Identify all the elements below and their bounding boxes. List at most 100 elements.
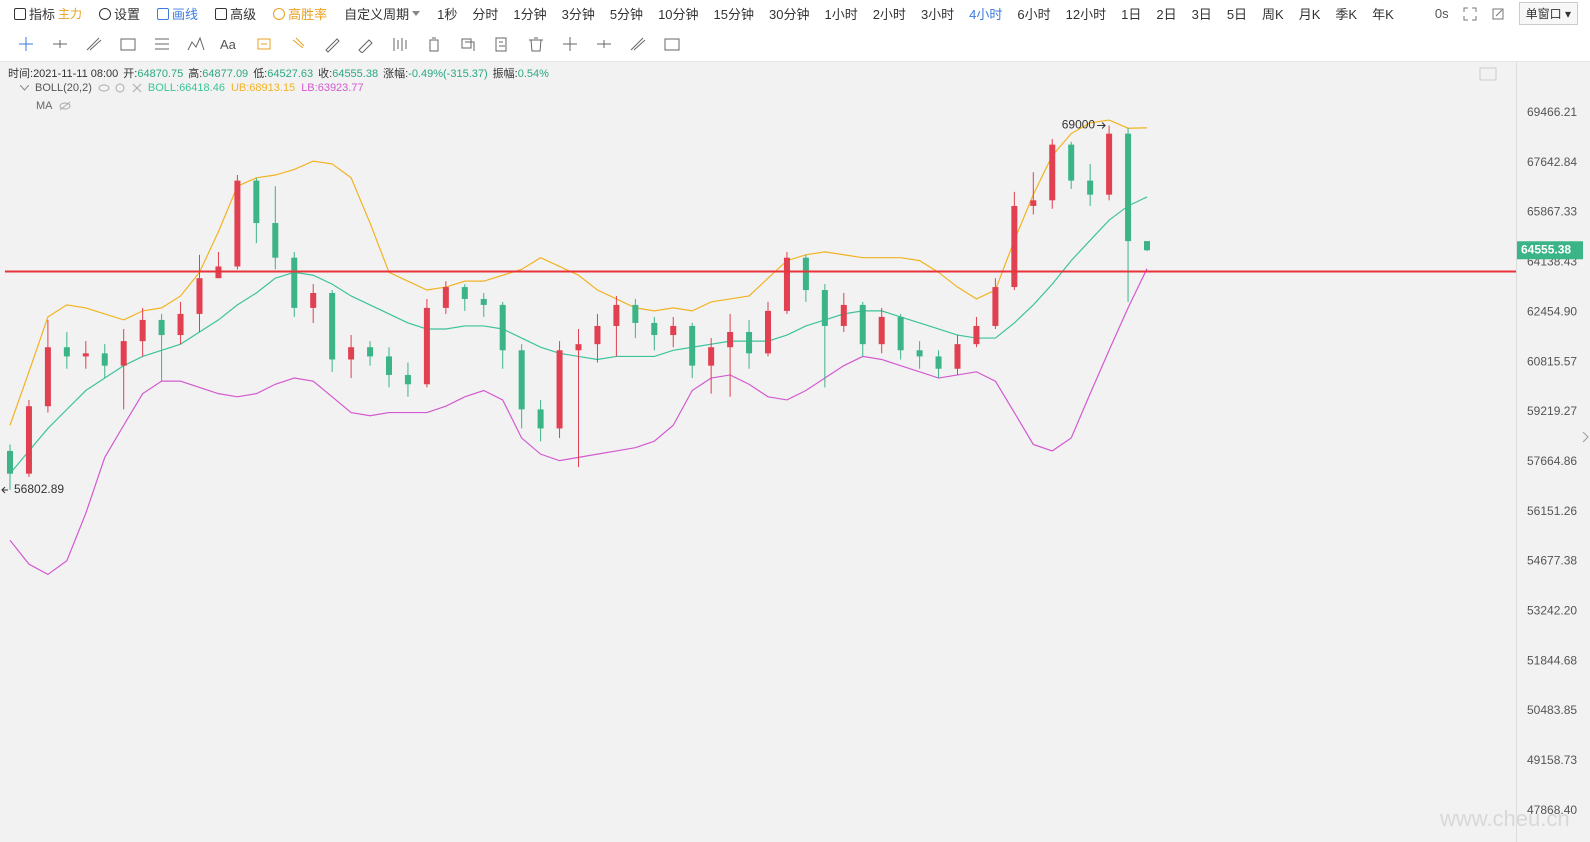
hidden-icon[interactable]	[59, 101, 71, 111]
period-button[interactable]: 6小时	[1017, 7, 1051, 22]
candle-body	[101, 353, 108, 366]
candle-body	[992, 287, 999, 326]
toolbar-top: 指标 主力 设置 画线 高级 高胜率 自定义周期 1秒 分时 1分钟 3分钟 5分钟 10分钟 15分钟 3…	[0, 0, 1590, 27]
open-value: 64870.75	[137, 68, 184, 80]
period-button[interactable]: 3日	[1191, 7, 1212, 22]
period-button[interactable]: 3分钟	[561, 7, 595, 22]
legend-name: LB:	[301, 82, 318, 94]
candle-body	[272, 223, 279, 258]
candle-body	[82, 353, 89, 357]
drawing-tool[interactable]	[16, 35, 36, 53]
period-button[interactable]: 12小时	[1065, 7, 1107, 22]
drawing-tool[interactable]	[254, 35, 274, 53]
drawing-tool[interactable]	[560, 35, 580, 53]
window-select[interactable]: 单窗口 ▾	[1518, 2, 1578, 25]
period-button[interactable]: 1分钟	[513, 7, 547, 22]
period-button[interactable]: 分时	[472, 7, 499, 22]
period-button[interactable]: 15分钟	[713, 7, 754, 22]
period-button[interactable]: 季K	[1335, 7, 1358, 22]
period-button[interactable]: 5分钟	[609, 7, 644, 22]
drawing-tool[interactable]	[594, 35, 614, 53]
change-label: 涨幅:	[383, 68, 409, 80]
candle-body	[594, 325, 601, 345]
drawing-tool[interactable]	[288, 35, 308, 53]
drawing-tool[interactable]	[458, 35, 478, 53]
period-button[interactable]: 月K	[1298, 7, 1321, 22]
candle-body	[613, 304, 620, 326]
candle-body	[859, 304, 866, 345]
drawing-tool[interactable]	[186, 35, 206, 53]
period-button[interactable]: 30分钟	[769, 7, 810, 22]
drawing-tool[interactable]	[628, 35, 648, 53]
max-arrow	[1097, 122, 1106, 129]
min-annotation: 56802.89	[14, 482, 64, 496]
period-button[interactable]: 3小时	[920, 7, 955, 22]
change: 涨幅:-0.49%(-315.37)	[383, 65, 488, 81]
drawing-tool[interactable]	[662, 35, 682, 53]
drawing-tool[interactable]	[152, 35, 172, 53]
y-tick-label: 54677.38	[1527, 554, 1577, 568]
toolbar-item[interactable]: 设置	[99, 4, 140, 23]
candle-body	[632, 304, 639, 323]
period-button[interactable]: 1小时	[824, 7, 858, 22]
period-button[interactable]: 4小时	[969, 7, 1003, 22]
candle-body	[480, 298, 487, 305]
expand-arrow[interactable]	[1582, 431, 1589, 443]
drawing-tool[interactable]	[424, 35, 444, 53]
period-button[interactable]: 周K	[1262, 7, 1284, 22]
candle-body	[423, 307, 430, 385]
legend-entry: LB:63923.77	[301, 82, 363, 94]
indicator-name: BOLL(20,2)	[35, 82, 92, 94]
drawing-tool[interactable]	[526, 35, 546, 53]
candle-body	[897, 316, 904, 351]
indicator-icons[interactable]	[98, 82, 142, 94]
font-tool[interactable]: Aa	[220, 36, 236, 52]
candle-body	[765, 310, 771, 354]
period-button[interactable]: 年K	[1372, 7, 1394, 22]
ma-name: MA	[36, 100, 53, 112]
candle-body	[1068, 144, 1075, 181]
candle-body	[518, 350, 525, 410]
drawing-tool[interactable]	[356, 35, 376, 53]
collapse-icon[interactable]	[20, 85, 29, 91]
change-value: -0.49%(-315.37)	[408, 68, 488, 80]
popout-icon[interactable]	[1491, 7, 1505, 21]
legend-entry: BOLL:66418.46	[148, 82, 225, 94]
period-button[interactable]: 10分钟	[658, 7, 699, 22]
toolbar-item[interactable]: 画线	[157, 4, 198, 23]
drawing-tool[interactable]	[84, 35, 104, 53]
drawing-tool[interactable]	[50, 35, 70, 53]
drawing-toolbar: Aa	[0, 27, 1590, 62]
candle-body	[1011, 205, 1018, 288]
toolbar-item[interactable]: 指标 主力	[14, 4, 82, 23]
period-list: 1秒 分时 1分钟 3分钟 5分钟 10分钟 15分钟 30分钟 1小时 2小时 3小时 4小时 6小时…	[437, 4, 1394, 23]
candle-body	[158, 319, 165, 336]
dropdown-icon	[412, 10, 421, 16]
toolbar-item[interactable]: 高级	[215, 4, 256, 23]
candle-body	[310, 292, 317, 308]
legend-name: UB:	[230, 82, 250, 94]
collapse-button[interactable]	[1479, 67, 1497, 81]
period-button[interactable]: 2小时	[872, 7, 906, 22]
candle-body	[1106, 133, 1113, 195]
candle-body	[935, 356, 942, 369]
time-label: 时间:	[8, 68, 34, 80]
axis-border	[1516, 62, 1517, 842]
low-value: 64527.63	[267, 68, 314, 80]
period-button[interactable]: 1秒	[437, 7, 458, 22]
y-tick-label: 57664.86	[1527, 454, 1577, 468]
period-button[interactable]: 2日	[1156, 7, 1177, 22]
drawing-tool[interactable]	[492, 35, 512, 53]
candle-body	[575, 344, 582, 351]
drawing-tool[interactable]	[322, 35, 342, 53]
drawing-tool[interactable]	[118, 35, 138, 53]
period-button[interactable]: 5日	[1226, 7, 1248, 22]
fullscreen-icon[interactable]	[1463, 7, 1477, 21]
candle-body	[499, 304, 506, 351]
window-label: 单窗口	[1525, 7, 1562, 21]
custom-period[interactable]: 自定义周期	[344, 4, 421, 23]
period-button[interactable]: 1日	[1121, 7, 1142, 22]
toolbar-item[interactable]: 高胜率	[273, 4, 327, 23]
drawing-tool[interactable]	[390, 35, 410, 53]
max-annotation: 69000	[1062, 118, 1096, 132]
